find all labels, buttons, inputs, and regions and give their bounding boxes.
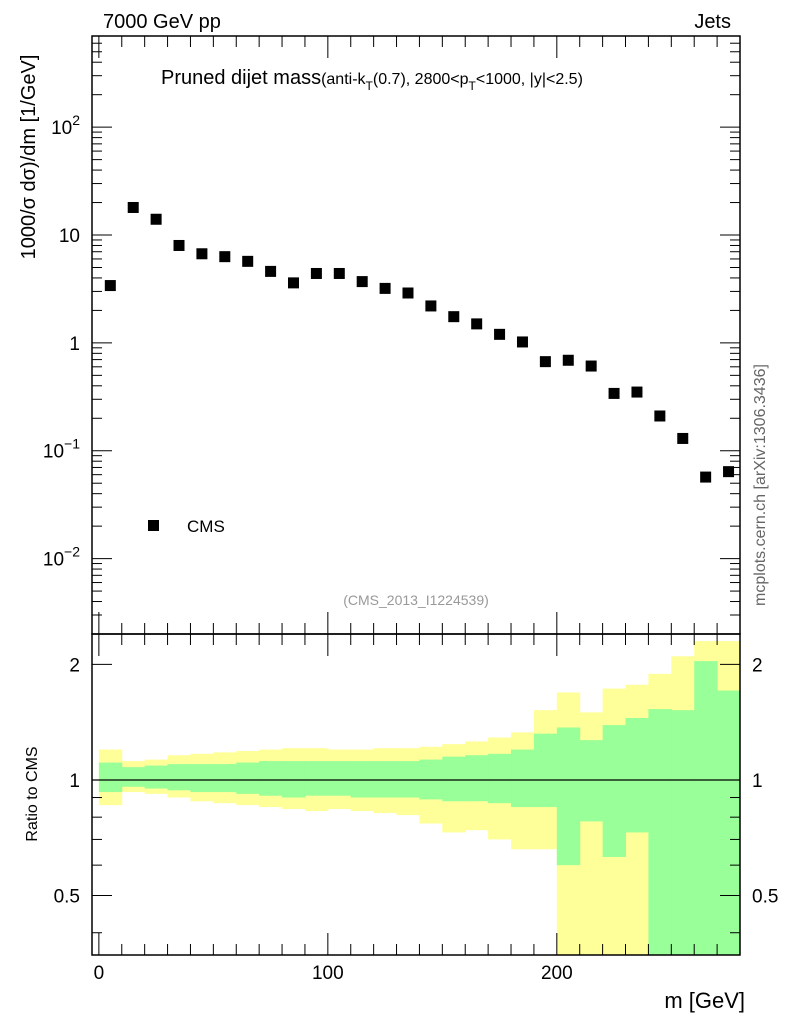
ratio-band-stat-bin xyxy=(327,761,352,796)
tick-exponent: 2 xyxy=(72,112,80,128)
data-point xyxy=(608,387,620,399)
x-axis-label: m [GeV] xyxy=(664,988,745,1013)
ratio-band-stat-bin xyxy=(98,762,123,793)
title-main: Pruned dijet mass xyxy=(161,67,321,89)
main-y-tick-label: 10−2 xyxy=(43,544,80,571)
ratio-y-tick-label-left: 0.5 xyxy=(54,887,80,908)
data-point xyxy=(150,213,162,225)
tick-base: 10 xyxy=(43,442,64,463)
ratio-band-stat-bin xyxy=(304,761,329,796)
ratio-y-tick-label-left: 1 xyxy=(69,771,80,792)
main-y-axis-label: 1000/σ dσ)/dm [1/GeV] xyxy=(18,55,40,260)
tick-exponent: −1 xyxy=(64,436,80,452)
main-plot-frame xyxy=(91,35,741,635)
data-point xyxy=(516,336,528,348)
ratio-y-tick-label-right: 2 xyxy=(752,655,763,676)
main-y-tick-label: 10 xyxy=(59,226,80,247)
data-point xyxy=(494,328,506,340)
legend-marker xyxy=(148,520,159,531)
data-point xyxy=(700,471,712,483)
ratio-band-stat-bin xyxy=(717,690,741,955)
energy-label: 7000 GeV pp xyxy=(103,11,221,33)
ratio-band-stat-bin xyxy=(373,761,398,798)
data-point xyxy=(127,201,139,213)
ratio-band-stat-bin xyxy=(190,764,214,793)
data-point xyxy=(356,276,368,288)
data-point xyxy=(265,265,277,277)
background-layer xyxy=(98,641,741,955)
title-sub-1: (anti-k xyxy=(321,71,366,88)
ratio-y-tick-label-left: 2 xyxy=(69,655,80,676)
ratio-band-stat-bin xyxy=(350,761,375,798)
data-point xyxy=(677,432,689,444)
plot-title: Pruned dijet mass(anti-kT(0.7), 2800<pT<… xyxy=(161,67,583,93)
data-point xyxy=(196,248,208,260)
ratio-band-stat-bin xyxy=(533,733,558,808)
text-layer: 7000 GeV pp Jets mcplots.cern.ch [arXiv:… xyxy=(18,11,778,1013)
ratio-band-stat-bin xyxy=(282,761,306,798)
legend-label: CMS xyxy=(187,517,225,536)
data-point xyxy=(379,282,391,294)
data-point xyxy=(310,267,322,279)
ratio-band-stat-bin xyxy=(488,753,512,804)
frames-layer xyxy=(91,35,741,956)
data-point xyxy=(425,300,437,312)
ratio-band-stat-bin xyxy=(167,764,191,791)
tick-exponent: −2 xyxy=(64,544,80,560)
ratio-band-stat-bin xyxy=(236,762,260,794)
tick-base: 10 xyxy=(43,550,64,571)
category-label: Jets xyxy=(694,11,731,33)
title-sub-5: <1000, |y|<2.5) xyxy=(476,71,583,88)
data-point xyxy=(219,251,231,263)
ratio-band-stat-bin xyxy=(602,725,627,857)
x-tick-label: 200 xyxy=(541,963,573,984)
ratio-band-stat-bin xyxy=(556,727,581,866)
main-y-tick-label: 102 xyxy=(51,112,80,139)
ratio-band-stat-bin xyxy=(648,709,672,955)
ratio-band-stat-bin xyxy=(144,765,169,789)
ratio-band-stat-bin xyxy=(465,755,489,802)
data-point xyxy=(539,356,551,368)
title-sub-4: T xyxy=(469,79,477,93)
data-point xyxy=(287,277,299,289)
title-sub-3: (0.7), 2800<p xyxy=(373,71,469,88)
ratio-band-stat-bin xyxy=(213,764,237,793)
ratio-band-stat-bin xyxy=(579,740,604,822)
ratio-band-stat-bin xyxy=(625,718,649,833)
data-point xyxy=(333,267,345,279)
ratio-band-stat-bin xyxy=(671,710,695,955)
ratio-band-stat-bin xyxy=(694,661,718,955)
ratio-band-stat-bin xyxy=(396,761,420,798)
analysis-id-watermark: (CMS_2013_I1224539) xyxy=(343,592,489,608)
ratio-band-stat-bin xyxy=(511,749,535,808)
data-layer xyxy=(92,201,740,781)
x-tick-label: 100 xyxy=(312,963,344,984)
data-point xyxy=(104,280,116,292)
data-point xyxy=(402,287,414,299)
tick-base: 10 xyxy=(51,118,72,139)
ratio-band-stat-bin xyxy=(442,756,466,802)
ratio-band-stat-bin xyxy=(259,761,283,796)
main-y-tick-label: 1 xyxy=(69,334,80,355)
source-label: mcplots.cern.ch [arXiv:1306.3436] xyxy=(752,364,769,606)
data-point xyxy=(723,466,735,478)
data-point xyxy=(242,255,254,267)
x-tick-label: 0 xyxy=(94,963,105,984)
ratio-plot-frame xyxy=(91,633,741,956)
data-point xyxy=(631,386,643,398)
ratio-y-axis-label: Ratio to CMS xyxy=(24,746,41,841)
data-point xyxy=(562,354,574,366)
ratio-band-stat-bin xyxy=(121,767,146,787)
data-point xyxy=(448,311,460,323)
data-point xyxy=(471,318,483,330)
data-point xyxy=(173,239,185,251)
data-point xyxy=(585,360,597,372)
data-point xyxy=(654,410,666,422)
title-sub-2: T xyxy=(366,79,374,93)
ratio-y-tick-label-right: 0.5 xyxy=(752,887,778,908)
main-y-tick-label: 10−1 xyxy=(43,436,80,463)
ratio-y-tick-label-right: 1 xyxy=(752,771,763,792)
